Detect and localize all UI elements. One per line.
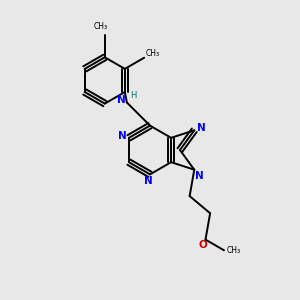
Text: CH₃: CH₃ bbox=[226, 246, 241, 255]
Text: H: H bbox=[130, 92, 136, 100]
Text: O: O bbox=[198, 240, 207, 250]
Text: CH₃: CH₃ bbox=[93, 22, 107, 31]
Text: N: N bbox=[144, 176, 153, 186]
Text: CH₃: CH₃ bbox=[146, 49, 160, 58]
Text: N: N bbox=[117, 95, 126, 105]
Text: N: N bbox=[197, 123, 206, 133]
Text: N: N bbox=[118, 131, 127, 141]
Text: N: N bbox=[195, 171, 204, 181]
